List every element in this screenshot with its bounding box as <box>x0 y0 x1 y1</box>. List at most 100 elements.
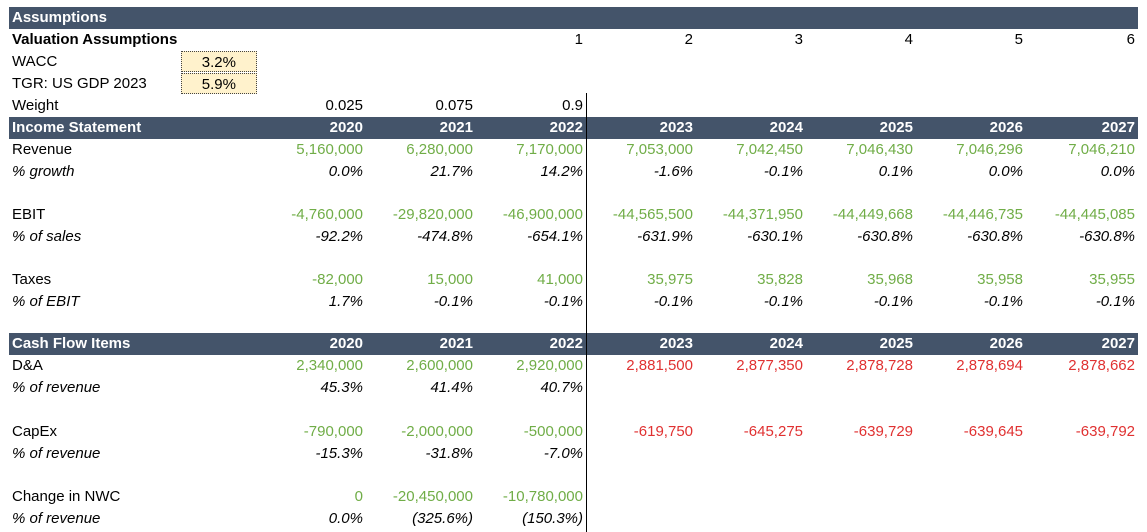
taxes-cell[interactable]: 35,958 <box>977 271 1023 288</box>
capex-cell[interactable]: -790,000 <box>303 423 363 440</box>
year-header: 2026 <box>989 119 1023 136</box>
da-pct-cell[interactable]: 45.3% <box>320 379 363 396</box>
capex-pct-cell[interactable]: -7.0% <box>543 445 583 462</box>
capex-cell[interactable]: -639,645 <box>963 423 1023 440</box>
wacc-input[interactable]: 3.2% <box>181 51 257 72</box>
growth-cell[interactable]: 0.0% <box>1100 163 1135 180</box>
ebit-cell[interactable]: -44,371,950 <box>722 206 803 223</box>
revenue-cell[interactable]: 5,160,000 <box>296 141 363 158</box>
da-cell[interactable]: 2,878,694 <box>956 357 1023 374</box>
taxes-pct-cell[interactable]: -0.1% <box>653 293 693 310</box>
da-cell[interactable]: 2,920,000 <box>516 357 583 374</box>
capex-cell[interactable]: -639,729 <box>853 423 913 440</box>
nwc-pct-cell[interactable]: (150.3%) <box>522 510 583 527</box>
taxes-cell[interactable]: 15,000 <box>427 271 473 288</box>
capex-pct-cell[interactable]: -15.3% <box>315 445 363 462</box>
revenue-cell[interactable]: 7,046,296 <box>956 141 1023 158</box>
da-pct-label: % of revenue <box>12 379 101 396</box>
ebit-pct-cell[interactable]: -631.9% <box>637 228 693 245</box>
capex-cell[interactable]: -2,000,000 <box>401 423 473 440</box>
growth-cell[interactable]: 0.0% <box>328 163 363 180</box>
capex-row: CapEx -790,000 -2,000,000 -500,000 -619,… <box>9 421 1138 443</box>
da-cell[interactable]: 2,600,000 <box>406 357 473 374</box>
nwc-label: Change in NWC <box>12 488 121 505</box>
da-cell[interactable]: 2,877,350 <box>736 357 803 374</box>
taxes-cell[interactable]: 35,968 <box>867 271 913 288</box>
ebit-cell[interactable]: -44,565,500 <box>612 206 693 223</box>
year-header: 2022 <box>549 335 583 352</box>
capex-cell[interactable]: -645,275 <box>743 423 803 440</box>
da-cell[interactable]: 2,878,662 <box>1068 357 1135 374</box>
ebit-cell[interactable]: -44,446,735 <box>942 206 1023 223</box>
taxes-pct-cell[interactable]: -0.1% <box>433 293 473 310</box>
da-cell[interactable]: 2,340,000 <box>296 357 363 374</box>
da-pct-cell[interactable]: 40.7% <box>540 379 583 396</box>
growth-cell[interactable]: -1.6% <box>653 163 693 180</box>
income-statement-header: Income Statement 2020 2021 2022 2023 202… <box>9 117 1138 139</box>
revenue-cell[interactable]: 7,170,000 <box>516 141 583 158</box>
ebit-cell[interactable]: -44,445,085 <box>1054 206 1135 223</box>
period-6: 6 <box>1126 31 1135 48</box>
year-header: 2021 <box>439 335 473 352</box>
taxes-pct-cell[interactable]: -0.1% <box>543 293 583 310</box>
growth-cell[interactable]: 21.7% <box>430 163 473 180</box>
year-header: 2020 <box>329 335 363 352</box>
revenue-cell[interactable]: 7,046,430 <box>846 141 913 158</box>
capex-cell[interactable]: -639,792 <box>1075 423 1135 440</box>
ebit-cell[interactable]: -29,820,000 <box>392 206 473 223</box>
ebit-pct-cell[interactable]: -474.8% <box>417 228 473 245</box>
ebit-cell[interactable]: -4,760,000 <box>291 206 363 223</box>
revenue-cell[interactable]: 7,046,210 <box>1068 141 1135 158</box>
ebit-pct-cell[interactable]: -630.8% <box>1079 228 1135 245</box>
taxes-cell[interactable]: 35,955 <box>1089 271 1135 288</box>
taxes-cell[interactable]: 41,000 <box>537 271 583 288</box>
growth-cell[interactable]: 14.2% <box>540 163 583 180</box>
revenue-cell[interactable]: 7,042,450 <box>736 141 803 158</box>
taxes-cell[interactable]: 35,828 <box>757 271 803 288</box>
year-header: 2022 <box>549 119 583 136</box>
ebit-cell[interactable]: -44,449,668 <box>832 206 913 223</box>
nwc-cell[interactable]: -20,450,000 <box>392 488 473 505</box>
taxes-cell[interactable]: -82,000 <box>312 271 363 288</box>
weight-label: Weight <box>12 97 59 114</box>
ebit-pct-cell[interactable]: -630.1% <box>747 228 803 245</box>
growth-cell[interactable]: -0.1% <box>763 163 803 180</box>
weight-row: Weight 0.025 0.075 0.9 <box>9 95 1138 117</box>
year-header: 2023 <box>659 335 693 352</box>
assumptions-header: Assumptions <box>9 7 1138 29</box>
tgr-label: TGR: US GDP 2023 <box>12 75 147 92</box>
ebit-pct-cell[interactable]: -630.8% <box>967 228 1023 245</box>
period-3: 3 <box>794 31 803 48</box>
nwc-pct-cell[interactable]: (325.6%) <box>412 510 473 527</box>
da-pct-cell[interactable]: 41.4% <box>430 379 473 396</box>
valuation-title: Valuation Assumptions <box>12 31 178 48</box>
ebit-pct-cell[interactable]: -92.2% <box>315 228 363 245</box>
nwc-cell[interactable]: 0 <box>354 488 363 505</box>
tgr-input[interactable]: 5.9% <box>181 73 257 94</box>
taxes-pct-cell[interactable]: 1.7% <box>328 293 363 310</box>
revenue-cell[interactable]: 7,053,000 <box>626 141 693 158</box>
ebit-pct-cell[interactable]: -654.1% <box>527 228 583 245</box>
capex-cell[interactable]: -500,000 <box>523 423 583 440</box>
da-cell[interactable]: 2,878,728 <box>846 357 913 374</box>
growth-row: % growth 0.0% 21.7% 14.2% -1.6% -0.1% 0.… <box>9 161 1138 183</box>
ebit-cell[interactable]: -46,900,000 <box>502 206 583 223</box>
taxes-pct-cell[interactable]: -0.1% <box>983 293 1023 310</box>
revenue-cell[interactable]: 6,280,000 <box>406 141 473 158</box>
capex-pct-cell[interactable]: -31.8% <box>425 445 473 462</box>
nwc-pct-cell[interactable]: 0.0% <box>328 510 363 527</box>
capex-cell[interactable]: -619,750 <box>633 423 693 440</box>
taxes-pct-cell[interactable]: -0.1% <box>873 293 913 310</box>
growth-cell[interactable]: 0.0% <box>988 163 1023 180</box>
taxes-pct-cell[interactable]: -0.1% <box>1095 293 1135 310</box>
taxes-cell[interactable]: 35,975 <box>647 271 693 288</box>
ebit-pct-cell[interactable]: -630.8% <box>857 228 913 245</box>
year-header: 2023 <box>659 119 693 136</box>
nwc-cell[interactable]: -10,780,000 <box>502 488 583 505</box>
growth-cell[interactable]: 0.1% <box>878 163 913 180</box>
taxes-pct-cell[interactable]: -0.1% <box>763 293 803 310</box>
da-cell[interactable]: 2,881,500 <box>626 357 693 374</box>
capex-pct-label: % of revenue <box>12 445 101 462</box>
historical-projected-divider <box>586 93 587 532</box>
